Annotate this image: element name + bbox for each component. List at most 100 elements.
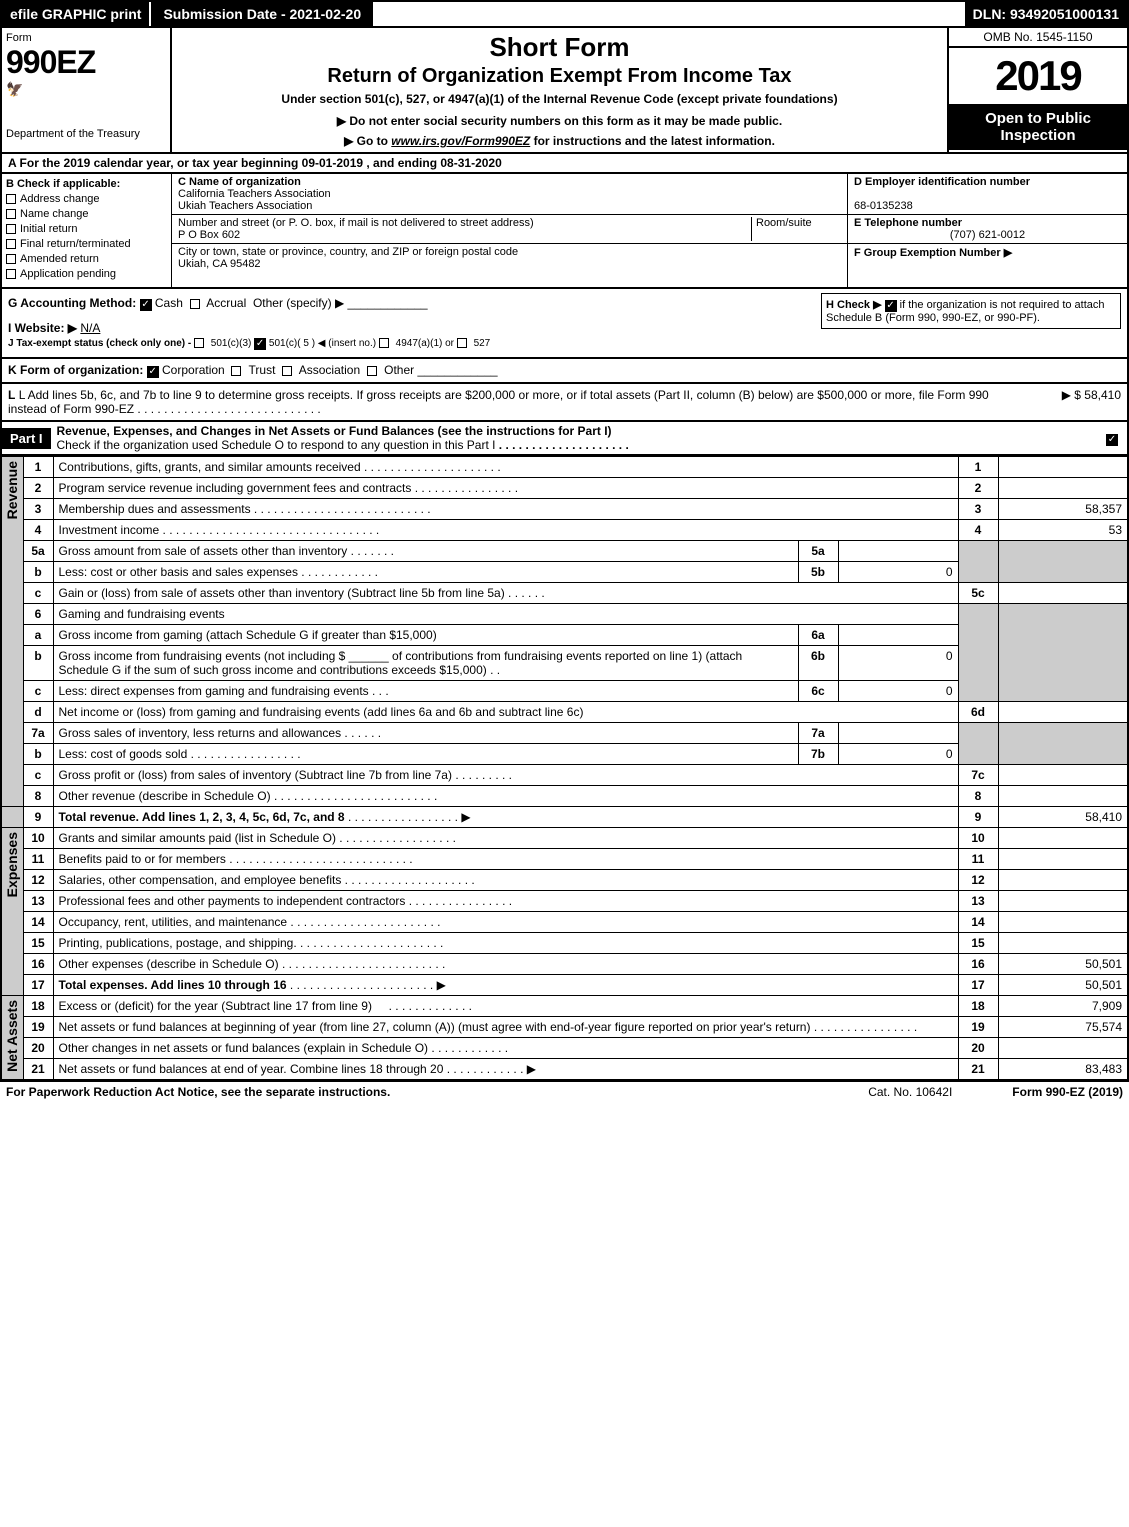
g-cash-check-icon[interactable]: ✓ — [140, 299, 152, 311]
cb-amended-return[interactable] — [6, 254, 16, 264]
b-check-label: B Check if applicable: — [6, 178, 167, 190]
l-text: L Add lines 5b, 6c, and 7b to line 9 to … — [8, 388, 989, 416]
line-num: c — [23, 583, 53, 604]
k-assoc-cb[interactable] — [282, 366, 292, 376]
line-desc: Printing, publications, postage, and shi… — [59, 936, 297, 950]
line-val — [998, 849, 1128, 870]
line-num: 17 — [23, 975, 53, 996]
line-desc: Salaries, other compensation, and employ… — [59, 873, 342, 887]
section-a-taxyear: A For the 2019 calendar year, or tax yea… — [0, 154, 1129, 174]
line-num: c — [23, 681, 53, 702]
i-label: I Website: ▶ — [8, 321, 77, 335]
open-to-public: Open to Public Inspection — [949, 104, 1127, 150]
line-desc: Total expenses. Add lines 10 through 16 — [59, 978, 287, 992]
omb-number: OMB No. 1545-1150 — [949, 28, 1127, 48]
k-trust-cb[interactable] — [231, 366, 241, 376]
line-val — [998, 583, 1128, 604]
j-4947-cb[interactable] — [379, 338, 389, 348]
line-num: 6 — [23, 604, 53, 625]
line-desc: Benefits paid to or for members — [59, 852, 226, 866]
line-desc: Gaming and fundraising events — [59, 607, 225, 621]
part1-schedule-o-check-icon[interactable]: ✓ — [1106, 434, 1118, 446]
line-val: 53 — [998, 520, 1128, 541]
line-desc: Grants and similar amounts paid (list in… — [59, 831, 336, 845]
sub-val: 0 — [838, 744, 958, 765]
line-num: a — [23, 625, 53, 646]
cb-address-change[interactable] — [6, 194, 16, 204]
cb-application-pending[interactable] — [6, 269, 16, 279]
line-num: 21 — [23, 1059, 53, 1081]
line-val: 58,410 — [998, 807, 1128, 828]
line-ref: 8 — [958, 786, 998, 807]
line-num: d — [23, 702, 53, 723]
line-val: 75,574 — [998, 1017, 1128, 1038]
irs-link[interactable]: www.irs.gov/Form990EZ — [391, 134, 530, 148]
line-desc: Less: direct expenses from gaming and fu… — [59, 684, 369, 698]
line-val: 50,501 — [998, 954, 1128, 975]
line-desc: Gross income from gaming (attach Schedul… — [59, 628, 437, 642]
k-corp: Corporation — [162, 363, 225, 377]
room-label: Room/suite — [756, 217, 812, 229]
cb-label: Amended return — [20, 253, 99, 265]
line-num: 1 — [23, 457, 53, 478]
line-ref: 11 — [958, 849, 998, 870]
line-desc: Net assets or fund balances at beginning… — [59, 1020, 811, 1034]
arrow-icon: ▶ — [437, 978, 446, 992]
line-num: 20 — [23, 1038, 53, 1059]
line-val — [998, 478, 1128, 499]
line-desc: Less: cost or other basis and sales expe… — [59, 565, 298, 579]
line-desc: Other expenses (describe in Schedule O) — [59, 957, 279, 971]
g-accrual-cb[interactable] — [190, 299, 200, 309]
h-checkmark-icon[interactable]: ✓ — [885, 300, 897, 312]
submission-date: Submission Date - 2021-02-20 — [149, 2, 373, 26]
j-501c3: 501(c)(3) — [211, 338, 252, 349]
cb-label: Application pending — [20, 268, 116, 280]
line-ref: 18 — [958, 996, 998, 1017]
line-num: 13 — [23, 891, 53, 912]
org-name-2: Ukiah Teachers Association — [178, 200, 312, 212]
line-num: 2 — [23, 478, 53, 499]
line-desc: Net income or (loss) from gaming and fun… — [59, 705, 584, 719]
line-ref: 13 — [958, 891, 998, 912]
line-val — [998, 891, 1128, 912]
cb-name-change[interactable] — [6, 209, 16, 219]
k-corp-check-icon[interactable]: ✓ — [147, 366, 159, 378]
line-num: 18 — [23, 996, 53, 1017]
cb-final-return[interactable] — [6, 239, 16, 249]
j-4947: 4947(a)(1) or — [396, 338, 454, 349]
k-other-cb[interactable] — [367, 366, 377, 376]
line-desc: Program service revenue including govern… — [59, 481, 412, 495]
k-other: Other — [384, 363, 414, 377]
line-num: 5a — [23, 541, 53, 562]
l-section: L L Add lines 5b, 6c, and 7b to line 9 t… — [0, 384, 1129, 422]
sub-ref: 5b — [798, 562, 838, 583]
sub-ref: 6a — [798, 625, 838, 646]
j-label: J Tax-exempt status (check only one) - — [8, 338, 191, 349]
goto-pre: ▶ Go to — [344, 134, 391, 148]
paperwork-notice: For Paperwork Reduction Act Notice, see … — [6, 1085, 868, 1099]
cb-initial-return[interactable] — [6, 224, 16, 234]
catalog-number: Cat. No. 10642I — [868, 1085, 952, 1099]
line-desc: Less: cost of goods sold — [59, 747, 188, 761]
line-desc: Occupancy, rent, utilities, and maintena… — [59, 915, 288, 929]
top-bar: efile GRAPHIC print Submission Date - 20… — [0, 0, 1129, 28]
phone-value: (707) 621-0012 — [854, 229, 1121, 241]
goto-post: for instructions and the latest informat… — [530, 134, 775, 148]
j-501c-check-icon[interactable]: ✓ — [254, 338, 266, 350]
cb-label: Address change — [20, 193, 100, 205]
j-527-cb[interactable] — [457, 338, 467, 348]
line-num: 11 — [23, 849, 53, 870]
line-desc: Gross income from fundraising events (no… — [59, 649, 743, 677]
g-label: G Accounting Method: — [8, 296, 136, 310]
line-val — [998, 912, 1128, 933]
website-value: N/A — [80, 321, 100, 335]
part1-header-row: Part I Revenue, Expenses, and Changes in… — [0, 422, 1129, 456]
line-num: 8 — [23, 786, 53, 807]
under-section: Under section 501(c), 527, or 4947(a)(1)… — [180, 92, 939, 106]
j-501c3-cb[interactable] — [194, 338, 204, 348]
line-num: b — [23, 646, 53, 681]
line-ref: 21 — [958, 1059, 998, 1081]
cb-label: Final return/terminated — [20, 238, 131, 250]
line-desc: Other revenue (describe in Schedule O) — [59, 789, 271, 803]
l-value: ▶ $ 58,410 — [1001, 388, 1121, 416]
